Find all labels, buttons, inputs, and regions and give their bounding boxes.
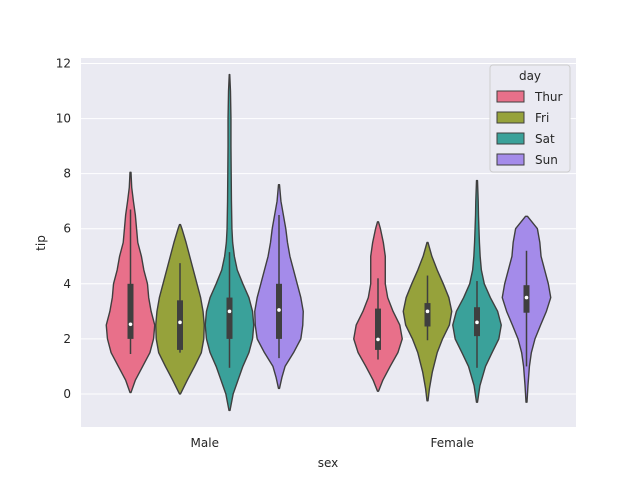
legend-label-fri: Fri: [535, 111, 549, 125]
violin-median: [178, 320, 182, 325]
violin-fri-female: [402, 241, 453, 402]
legend-label-sun: Sun: [535, 153, 558, 167]
x-tick-label: Male: [191, 436, 219, 450]
legend-swatch-thur: [496, 90, 525, 103]
violin-median: [227, 309, 232, 314]
violin-median: [376, 337, 380, 342]
y-tick-label: 8: [63, 167, 71, 181]
violin-sun-male: [254, 183, 304, 390]
legend-label-thur: Thur: [534, 90, 563, 104]
violin-iqr-box: [226, 297, 233, 339]
violin-iqr-box: [375, 308, 381, 350]
y-tick-label: 12: [56, 57, 71, 71]
y-axis-label: tip: [34, 235, 48, 251]
legend-title: day: [519, 69, 541, 83]
violin-median: [425, 309, 430, 314]
violin-sat-male: [204, 73, 255, 412]
violin-sun-female: [501, 215, 552, 403]
y-tick-labels: 0 2 4 6 8 10 12: [56, 57, 71, 401]
violin-fri-male: [155, 223, 205, 395]
x-tick-label: Female: [431, 436, 474, 450]
violin-iqr-box: [177, 300, 183, 350]
violin-median: [277, 308, 281, 312]
violin-thur-female: [353, 221, 403, 392]
violin-median: [524, 295, 529, 300]
violin-iqr-box: [127, 283, 134, 339]
y-tick-label: 10: [56, 112, 71, 126]
x-tick-labels: Male Female: [191, 436, 474, 450]
legend-items: Thur Fri Sat Sun: [496, 90, 563, 167]
violin-median: [475, 320, 479, 325]
legend-swatch-sun: [496, 153, 525, 166]
legend-swatch-fri: [496, 111, 525, 124]
legend-label-sat: Sat: [535, 132, 555, 146]
legend: day Thur Fri Sat Sun: [489, 64, 571, 173]
violin-thur-male: [105, 171, 156, 394]
violin-sat-female: [452, 179, 502, 403]
y-tick-label: 4: [63, 277, 71, 291]
y-tick-label: 0: [63, 387, 71, 401]
legend-swatch-sat: [496, 132, 525, 145]
y-tick-label: 2: [63, 332, 71, 346]
violin-median: [128, 322, 133, 327]
y-tick-label: 6: [63, 222, 71, 236]
violins: [105, 73, 552, 412]
violin-iqr-box: [424, 303, 431, 327]
x-axis-label: sex: [318, 456, 339, 470]
violin-body: [204, 73, 255, 412]
